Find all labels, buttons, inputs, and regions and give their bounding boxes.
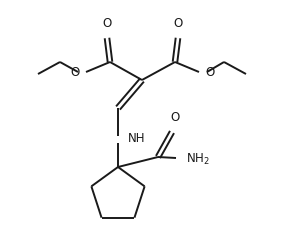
Text: O: O xyxy=(205,66,214,79)
Text: O: O xyxy=(170,111,179,124)
Text: NH$_2$: NH$_2$ xyxy=(186,152,210,167)
Text: O: O xyxy=(173,17,183,30)
Text: NH: NH xyxy=(128,131,145,144)
Text: O: O xyxy=(102,17,112,30)
Text: O: O xyxy=(71,66,80,79)
